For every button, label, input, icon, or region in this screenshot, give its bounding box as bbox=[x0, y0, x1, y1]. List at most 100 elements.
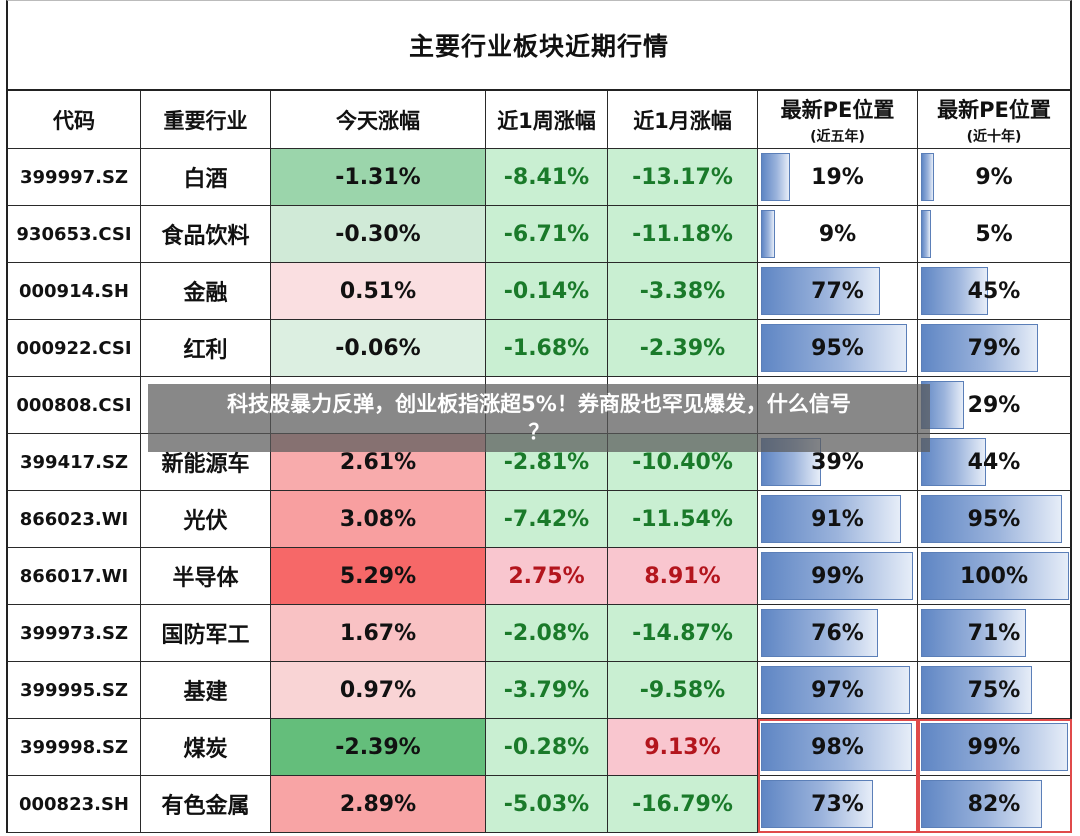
today-change-value: 2.89% bbox=[339, 791, 417, 817]
cell-industry: 半导体 bbox=[141, 548, 271, 605]
cell-today: 5.29% bbox=[271, 548, 486, 605]
index-code: 000922.CSI bbox=[16, 337, 132, 359]
cell-month: -14.87% bbox=[608, 605, 758, 662]
cell-pe10: 82% bbox=[918, 776, 1072, 833]
cell-pe10: 79% bbox=[918, 320, 1072, 377]
news-headline-overlay[interactable]: 科技股暴力反弹，创业板指涨超5%！券商股也罕见爆发，什么信号 ？ bbox=[148, 384, 930, 452]
pe5-value: 77% bbox=[811, 278, 864, 304]
header-code: 代码 bbox=[6, 91, 141, 149]
pe5-value: 76% bbox=[811, 620, 864, 646]
cell-industry: 金融 bbox=[141, 263, 271, 320]
month-change-value: -11.18% bbox=[632, 221, 733, 247]
week-change-value: -2.81% bbox=[503, 449, 590, 475]
pe5-value: 99% bbox=[811, 563, 864, 589]
pe10-value: 82% bbox=[967, 791, 1021, 817]
week-change-value: -7.42% bbox=[503, 506, 590, 532]
pe5-value: 91% bbox=[811, 506, 864, 532]
pe10-level-bar bbox=[921, 666, 1032, 714]
pe10-value: 79% bbox=[967, 335, 1021, 361]
pe5-level-bar bbox=[761, 552, 914, 600]
pe5-value: 39% bbox=[811, 449, 864, 475]
pe10-level-bar bbox=[921, 267, 988, 315]
index-code: 399997.SZ bbox=[20, 166, 128, 188]
index-code: 930653.CSI bbox=[16, 223, 132, 245]
today-change-value: -0.06% bbox=[335, 335, 421, 361]
cell-industry: 光伏 bbox=[141, 491, 271, 548]
pe10-value: 95% bbox=[967, 506, 1021, 532]
pe5-level-bar bbox=[761, 666, 911, 714]
header-month-label: 近1月涨幅 bbox=[633, 108, 732, 133]
cell-today: -0.30% bbox=[271, 206, 486, 263]
cell-week: -1.68% bbox=[486, 320, 608, 377]
header-pe10: 最新PE位置 (近十年) bbox=[918, 91, 1072, 149]
week-change-value: 2.75% bbox=[508, 563, 585, 589]
cell-month: 9.13% bbox=[608, 719, 758, 776]
cell-pe5: 76% bbox=[758, 605, 918, 662]
pe10-value: 44% bbox=[967, 449, 1021, 475]
cell-today: -1.31% bbox=[271, 149, 486, 206]
cell-today: 3.08% bbox=[271, 491, 486, 548]
cell-pe10: 71% bbox=[918, 605, 1072, 662]
index-code: 000914.SH bbox=[18, 280, 129, 302]
month-change-value: 8.91% bbox=[644, 563, 721, 589]
pe10-level-bar bbox=[921, 210, 931, 258]
cell-pe5: 95% bbox=[758, 320, 918, 377]
cell-code: 000922.CSI bbox=[6, 320, 141, 377]
cell-pe5: 97% bbox=[758, 662, 918, 719]
pe5-level-bar bbox=[761, 267, 880, 315]
cell-pe10: 45% bbox=[918, 263, 1072, 320]
header-pe5-title: 最新PE位置 bbox=[780, 97, 895, 122]
month-change-value: 9.13% bbox=[644, 734, 721, 760]
pe5-value: 95% bbox=[811, 335, 864, 361]
cell-code: 399998.SZ bbox=[6, 719, 141, 776]
header-week: 近1周涨幅 bbox=[486, 91, 608, 149]
week-change-value: -5.03% bbox=[503, 791, 590, 817]
headline-line-2: ？ bbox=[528, 420, 550, 444]
pe5-level-bar bbox=[761, 324, 908, 372]
index-code: 000823.SH bbox=[18, 793, 129, 815]
industry-name: 有色金属 bbox=[161, 794, 250, 819]
pe5-level-bar bbox=[761, 153, 791, 201]
week-change-value: -0.28% bbox=[503, 734, 590, 760]
today-change-value: 0.97% bbox=[339, 677, 417, 703]
month-change-value: -14.87% bbox=[632, 620, 733, 646]
cell-week: -5.03% bbox=[486, 776, 608, 833]
header-month: 近1月涨幅 bbox=[608, 91, 758, 149]
today-change-value: 3.08% bbox=[339, 506, 417, 532]
pe10-value: 9% bbox=[975, 164, 1013, 190]
pe10-level-bar bbox=[921, 723, 1068, 771]
industry-name: 食品饮料 bbox=[161, 224, 250, 249]
pe10-value: 99% bbox=[967, 734, 1021, 760]
index-code: 866023.WI bbox=[19, 508, 129, 530]
cell-pe5: 99% bbox=[758, 548, 918, 605]
header-week-label: 近1周涨幅 bbox=[497, 108, 596, 133]
industry-name: 白酒 bbox=[183, 167, 228, 192]
cell-week: -7.42% bbox=[486, 491, 608, 548]
cell-pe10: 44% bbox=[918, 434, 1072, 491]
cell-code: 399997.SZ bbox=[6, 149, 141, 206]
pe5-level-bar bbox=[761, 723, 912, 771]
cell-week: -3.79% bbox=[486, 662, 608, 719]
cell-month: -9.58% bbox=[608, 662, 758, 719]
header-pe5: 最新PE位置 (近五年) bbox=[758, 91, 918, 149]
cell-code: 399973.SZ bbox=[6, 605, 141, 662]
industry-name: 国防军工 bbox=[161, 623, 250, 648]
cell-pe5: 98% bbox=[758, 719, 918, 776]
cell-month: -13.17% bbox=[608, 149, 758, 206]
table-row: 399973.SZ 国防军工 1.67% -2.08% -14.87% 76% 71% bbox=[6, 605, 1072, 662]
pe5-value: 98% bbox=[811, 734, 864, 760]
cell-code: 399995.SZ bbox=[6, 662, 141, 719]
week-change-value: -2.08% bbox=[503, 620, 590, 646]
cell-week: 2.75% bbox=[486, 548, 608, 605]
pe5-value: 19% bbox=[811, 164, 864, 190]
header-row: 代码 重要行业 今天涨幅 近1周涨幅 近1月涨幅 最新PE位置 (近五年) 最新… bbox=[6, 91, 1072, 149]
week-change-value: -3.79% bbox=[503, 677, 590, 703]
pe10-value: 45% bbox=[967, 278, 1021, 304]
index-code: 399998.SZ bbox=[20, 736, 128, 758]
table-title: 主要行业板块近期行情 bbox=[6, 0, 1072, 91]
cell-month: 8.91% bbox=[608, 548, 758, 605]
table-row: 399995.SZ 基建 0.97% -3.79% -9.58% 97% 75% bbox=[6, 662, 1072, 719]
pe10-level-bar bbox=[921, 324, 1038, 372]
cell-month: -3.38% bbox=[608, 263, 758, 320]
cell-code: 000808.CSI bbox=[6, 377, 141, 434]
